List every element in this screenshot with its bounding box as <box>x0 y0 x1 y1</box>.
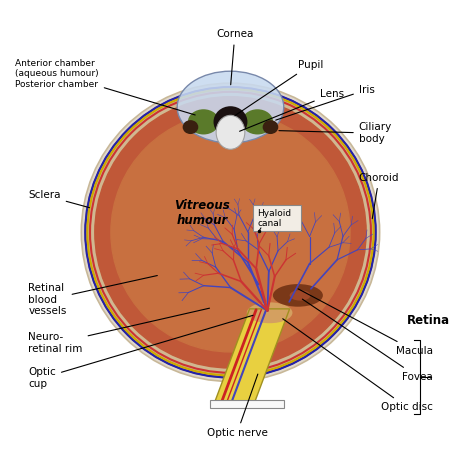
Text: Iris: Iris <box>276 85 374 120</box>
Text: Optic
cup: Optic cup <box>28 315 253 389</box>
Circle shape <box>87 89 374 376</box>
Bar <box>210 400 283 408</box>
Text: Choroid: Choroid <box>359 173 399 219</box>
Ellipse shape <box>247 303 292 323</box>
Text: Cornea: Cornea <box>216 30 254 85</box>
Text: Retina: Retina <box>407 314 450 327</box>
Polygon shape <box>214 309 290 404</box>
Ellipse shape <box>213 106 247 137</box>
Ellipse shape <box>290 290 310 301</box>
Text: Neuro-
retinal rim: Neuro- retinal rim <box>28 308 210 354</box>
Ellipse shape <box>242 109 273 135</box>
Text: Vitreous
humour: Vitreous humour <box>174 199 230 227</box>
Ellipse shape <box>182 120 198 134</box>
Text: Hyaloid
canal: Hyaloid canal <box>257 209 292 228</box>
Text: Sclera: Sclera <box>28 190 90 208</box>
Text: Pupil: Pupil <box>235 60 323 115</box>
Ellipse shape <box>177 71 284 143</box>
Text: Macula: Macula <box>298 289 433 356</box>
Text: Retinal
blood
vessels: Retinal blood vessels <box>28 276 157 316</box>
Text: Optic disc: Optic disc <box>283 319 433 412</box>
Circle shape <box>95 97 366 368</box>
Ellipse shape <box>188 109 219 135</box>
FancyBboxPatch shape <box>253 205 301 232</box>
Text: Optic nerve: Optic nerve <box>207 374 267 438</box>
Circle shape <box>85 87 376 378</box>
Text: Lens: Lens <box>239 89 344 131</box>
Ellipse shape <box>263 120 278 134</box>
Text: Fovea: Fovea <box>302 299 433 382</box>
Circle shape <box>82 83 380 381</box>
Circle shape <box>111 113 350 352</box>
Text: Ciliary
body: Ciliary body <box>279 122 392 144</box>
Ellipse shape <box>273 284 323 307</box>
Text: Anterior chamber
(aqueous humour)
Posterior chamber: Anterior chamber (aqueous humour) Poster… <box>15 59 195 115</box>
Ellipse shape <box>216 115 245 149</box>
